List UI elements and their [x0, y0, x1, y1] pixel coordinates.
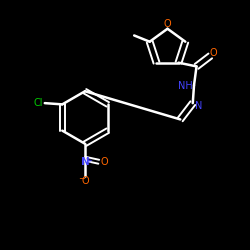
Text: +: + — [86, 158, 92, 164]
Text: N: N — [194, 101, 202, 111]
Text: N: N — [80, 157, 90, 167]
Text: NH: NH — [178, 82, 193, 92]
Text: O: O — [210, 48, 217, 58]
Text: −: − — [78, 174, 85, 183]
Text: O: O — [81, 176, 89, 186]
Text: Cl: Cl — [34, 98, 43, 108]
Text: O: O — [164, 19, 171, 29]
Text: O: O — [100, 157, 108, 167]
